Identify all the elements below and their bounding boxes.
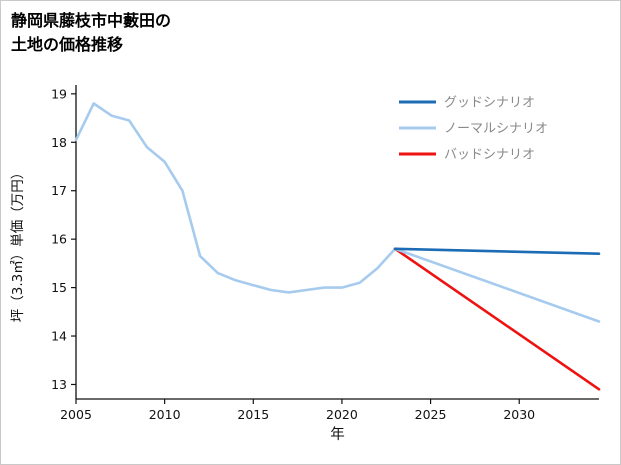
y-tick-label: 13 (51, 377, 67, 392)
x-tick-label: 2015 (237, 407, 269, 422)
legend-label: バッドシナリオ (444, 148, 535, 163)
x-tick-label: 2030 (503, 407, 535, 422)
x-axis-label: 年 (330, 426, 345, 443)
legend-label: ノーマルシナリオ (444, 122, 548, 137)
y-tick-label: 15 (51, 280, 67, 295)
chart-title-line1: 静岡県藤枝市中藪田の (11, 11, 172, 30)
y-tick-label: 16 (51, 232, 67, 247)
y-tick-label: 18 (51, 135, 67, 150)
series-line-good (393, 247, 601, 255)
x-tick-label: 2025 (415, 407, 447, 422)
series-line-normal (393, 247, 601, 323)
y-tick-label: 14 (51, 329, 67, 344)
chart-title: 静岡県藤枝市中藪田の 土地の価格推移 (11, 9, 171, 57)
y-tick-label: 19 (51, 86, 67, 101)
x-tick-label: 2020 (326, 407, 358, 422)
y-axis-label: 坪（3.3㎡）単価（万円） (10, 166, 26, 322)
x-tick-label: 2005 (60, 407, 92, 422)
chart-title-line2: 土地の価格推移 (11, 35, 124, 54)
series-line-bad (393, 247, 601, 391)
y-tick-label: 17 (51, 183, 67, 198)
series-line-history (74, 102, 397, 294)
x-tick-label: 2010 (149, 407, 181, 422)
legend-label: グッドシナリオ (444, 96, 535, 111)
